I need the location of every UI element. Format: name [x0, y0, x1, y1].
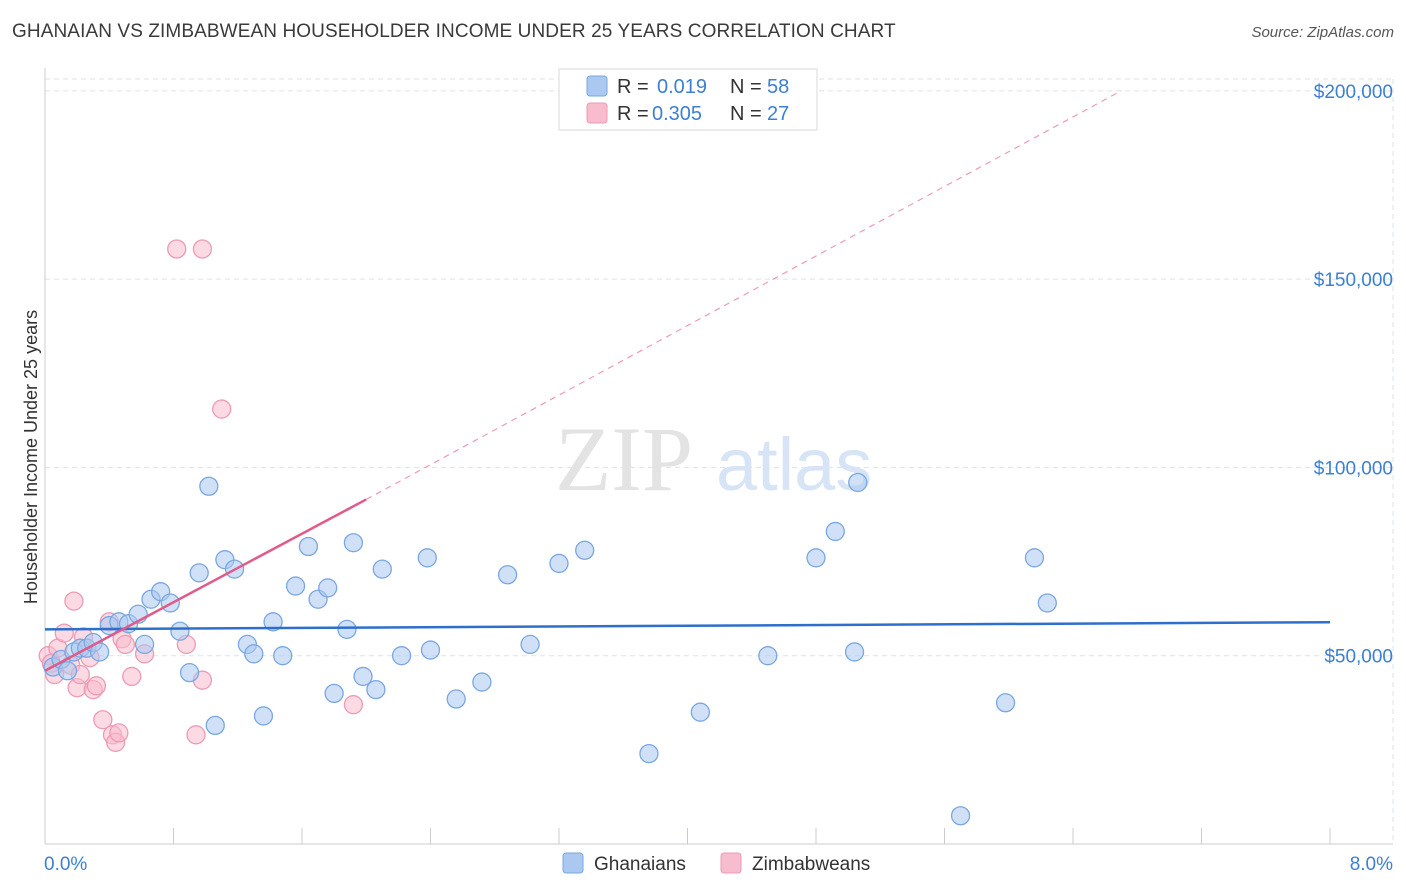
gridlines [45, 78, 1394, 844]
ghanaian-point [497, 565, 518, 585]
ghanaian-point [472, 672, 492, 692]
watermark: ZIP atlas [555, 408, 872, 510]
ghanaian-point [337, 619, 357, 639]
legend-r-zimbabweans: 0.305 [652, 103, 702, 125]
ghanaian-point [1037, 593, 1057, 613]
y-tick-labels: $50,000 $100,000 $150,000 $200,000 [1314, 82, 1393, 668]
ghanaian-point [170, 621, 190, 641]
ghanaian-point [446, 689, 466, 709]
legend-n-zimbabweans: 27 [767, 103, 789, 125]
series-legend-swatch-ghanaians [562, 852, 584, 874]
zimbabweans-trend-line [44, 498, 367, 672]
zimbabweans-trend-extension [365, 90, 1122, 500]
y-axis-label: Householder Income Under 25 years [21, 310, 41, 604]
trend-lines [44, 90, 1331, 672]
ghanaian-point [205, 715, 225, 736]
zimbabwean-point [86, 676, 107, 696]
ghanaian-point [549, 553, 569, 574]
ghanaian-point [520, 634, 540, 655]
zimbabweans-points [38, 239, 364, 752]
ghanaians-trend-line [44, 620, 1331, 631]
watermark-zip: ZIP [555, 408, 693, 510]
ghanaian-point [950, 806, 971, 826]
legend-r-label: R = [617, 103, 649, 125]
ghanaian-point [134, 634, 155, 655]
ghanaian-point [324, 683, 344, 704]
series-legend: Ghanaians Zimbabweans [562, 852, 870, 875]
ghanaian-point [366, 679, 386, 700]
ghanaian-point [263, 612, 283, 632]
legend-n-label: N = [730, 103, 762, 125]
ghanaian-point [318, 578, 338, 598]
legend-n-ghanaians: 58 [767, 76, 789, 98]
ghanaian-point [179, 663, 200, 683]
legend-swatch-ghanaians [586, 75, 608, 97]
axes [44, 68, 1393, 845]
ghanaian-point [285, 576, 306, 596]
ghanaian-point [353, 666, 373, 687]
zimbabwean-point [54, 623, 74, 643]
ghanaian-point [575, 540, 595, 560]
legend-r-label: R = [617, 76, 649, 98]
ghanaian-point [391, 646, 412, 666]
ghanaians-points [43, 472, 1057, 826]
zimbabwean-point [212, 399, 232, 419]
zimbabwean-point [122, 666, 142, 687]
ghanaian-point [844, 642, 865, 662]
x-tick-label-max: 8.0% [1350, 854, 1393, 875]
ghanaian-point [995, 693, 1016, 713]
legend-r-ghanaians: 0.019 [657, 76, 707, 98]
ghanaian-point [199, 476, 219, 496]
series-legend-ghanaians: Ghanaians [594, 854, 686, 875]
zimbabwean-point [343, 695, 364, 715]
ghanaian-point [690, 702, 710, 722]
ghanaian-point [253, 706, 274, 726]
x-tick-labels: 0.0% 8.0% [44, 854, 1393, 875]
correlation-legend: R = 0.019 N = 58 R = 0.305 N = 27 [558, 68, 818, 131]
y-tick-label: $50,000 [1324, 647, 1393, 668]
ghanaian-point [372, 559, 392, 579]
zimbabwean-point [64, 591, 84, 611]
ghanaian-point [343, 533, 364, 553]
ghanaian-point [298, 536, 319, 557]
ghanaian-point [420, 640, 441, 660]
series-legend-swatch-zimbabweans [720, 852, 742, 874]
y-tick-label: $200,000 [1314, 82, 1393, 103]
ghanaian-point [57, 661, 78, 681]
x-tick-label-min: 0.0% [44, 854, 87, 875]
zimbabwean-point [115, 634, 135, 655]
series-legend-zimbabweans: Zimbabweans [752, 854, 870, 875]
legend-swatch-zimbabweans [586, 102, 608, 124]
ghanaian-point [244, 644, 264, 664]
zimbabwean-point [186, 725, 206, 745]
ghanaian-point [273, 646, 293, 666]
legend-n-label: N = [730, 76, 762, 98]
ghanaian-point [639, 743, 659, 764]
ghanaian-point [189, 563, 209, 583]
ghanaian-point [806, 548, 826, 568]
y-tick-label: $150,000 [1314, 270, 1393, 291]
ghanaian-point [758, 646, 778, 666]
ghanaian-point [1024, 548, 1045, 568]
zimbabwean-point [109, 723, 129, 743]
source-label: Source: ZipAtlas.com [1251, 24, 1394, 41]
ghanaian-point [848, 472, 868, 493]
ghanaian-point [417, 548, 437, 568]
y-tick-label: $100,000 [1314, 458, 1393, 479]
zimbabwean-point [93, 710, 113, 730]
ghanaian-point [825, 521, 845, 542]
zimbabwean-point [192, 239, 213, 259]
chart-title: GHANAIAN VS ZIMBABWEAN HOUSEHOLDER INCOM… [12, 21, 896, 42]
watermark-atlas: atlas [716, 423, 872, 506]
zimbabwean-point [167, 239, 187, 259]
